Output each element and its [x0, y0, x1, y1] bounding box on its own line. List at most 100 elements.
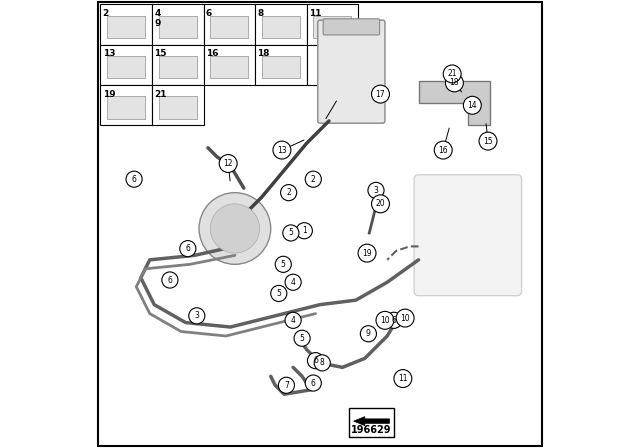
Text: 6: 6 — [186, 244, 190, 253]
Bar — [314, 16, 351, 38]
Text: 13: 13 — [103, 49, 115, 58]
Text: 2: 2 — [286, 188, 291, 197]
Text: 3: 3 — [195, 311, 199, 320]
Circle shape — [358, 244, 376, 262]
Bar — [307, 45, 358, 85]
Text: 10: 10 — [380, 316, 390, 325]
Bar — [159, 96, 197, 119]
Text: 9: 9 — [366, 329, 371, 338]
Circle shape — [219, 155, 237, 172]
Text: 16: 16 — [438, 146, 448, 155]
Bar — [255, 45, 307, 85]
Circle shape — [271, 285, 287, 302]
Text: 5: 5 — [276, 289, 281, 298]
Text: 21: 21 — [447, 69, 457, 78]
Circle shape — [376, 311, 394, 329]
Text: 10: 10 — [400, 314, 410, 323]
Text: 1: 1 — [302, 226, 307, 235]
Circle shape — [180, 241, 196, 257]
FancyBboxPatch shape — [414, 175, 522, 296]
Circle shape — [296, 223, 312, 239]
Circle shape — [463, 96, 481, 114]
Bar — [210, 16, 248, 38]
Bar — [108, 56, 145, 78]
Bar — [349, 408, 394, 437]
Bar — [100, 4, 152, 45]
Circle shape — [479, 132, 497, 150]
Circle shape — [386, 312, 402, 328]
Text: 7: 7 — [284, 381, 289, 390]
FancyBboxPatch shape — [323, 19, 380, 35]
Circle shape — [445, 74, 463, 92]
Text: 11: 11 — [398, 374, 408, 383]
Text: 19: 19 — [362, 249, 372, 258]
Text: 6: 6 — [313, 356, 318, 365]
Text: 8: 8 — [320, 358, 324, 367]
Circle shape — [314, 355, 330, 371]
Bar — [100, 45, 152, 85]
Text: 11: 11 — [309, 9, 321, 18]
Circle shape — [285, 312, 301, 328]
Text: 5: 5 — [281, 260, 285, 269]
Circle shape — [368, 182, 384, 198]
Text: 21: 21 — [154, 90, 167, 99]
Text: 13: 13 — [277, 146, 287, 155]
Circle shape — [360, 326, 376, 342]
FancyBboxPatch shape — [317, 20, 385, 123]
Bar — [204, 45, 255, 85]
Bar — [262, 56, 300, 78]
Text: 8: 8 — [257, 9, 264, 18]
Bar — [210, 56, 248, 78]
Text: 18: 18 — [450, 78, 459, 87]
Circle shape — [372, 195, 390, 213]
Text: 6: 6 — [132, 175, 136, 184]
Circle shape — [189, 308, 205, 324]
Text: 196629: 196629 — [351, 425, 392, 435]
Text: 16: 16 — [206, 49, 218, 58]
Text: 17: 17 — [376, 90, 385, 99]
Circle shape — [275, 256, 291, 272]
Bar — [152, 4, 204, 45]
Circle shape — [444, 65, 461, 83]
Circle shape — [305, 171, 321, 187]
Circle shape — [285, 274, 301, 290]
Bar — [152, 85, 204, 125]
Text: 6: 6 — [168, 276, 172, 284]
Polygon shape — [419, 81, 490, 125]
Text: 4: 4 — [291, 316, 296, 325]
Circle shape — [294, 330, 310, 346]
Text: 15: 15 — [483, 137, 493, 146]
Circle shape — [278, 377, 294, 393]
Bar — [159, 56, 197, 78]
Circle shape — [283, 225, 299, 241]
Text: 2: 2 — [311, 175, 316, 184]
Circle shape — [199, 193, 271, 264]
Text: 18: 18 — [257, 49, 270, 58]
Circle shape — [307, 353, 324, 369]
Polygon shape — [353, 417, 389, 426]
Circle shape — [162, 272, 178, 288]
Bar — [152, 45, 204, 85]
FancyBboxPatch shape — [99, 2, 541, 446]
Text: 4
9: 4 9 — [154, 9, 161, 28]
Circle shape — [372, 85, 390, 103]
Text: 20: 20 — [376, 199, 385, 208]
Bar — [255, 4, 307, 45]
Bar — [159, 16, 197, 38]
Text: 6: 6 — [206, 9, 212, 18]
Circle shape — [210, 204, 260, 253]
Circle shape — [396, 309, 414, 327]
Circle shape — [280, 185, 297, 201]
Text: 19: 19 — [103, 90, 115, 99]
Text: 5: 5 — [289, 228, 293, 237]
Bar — [262, 16, 300, 38]
Text: 6: 6 — [311, 379, 316, 388]
Text: 12: 12 — [223, 159, 233, 168]
Bar — [108, 16, 145, 38]
Text: 15: 15 — [154, 49, 167, 58]
Text: 4: 4 — [291, 278, 296, 287]
Circle shape — [273, 141, 291, 159]
Bar — [204, 4, 255, 45]
Bar — [108, 96, 145, 119]
Circle shape — [126, 171, 142, 187]
